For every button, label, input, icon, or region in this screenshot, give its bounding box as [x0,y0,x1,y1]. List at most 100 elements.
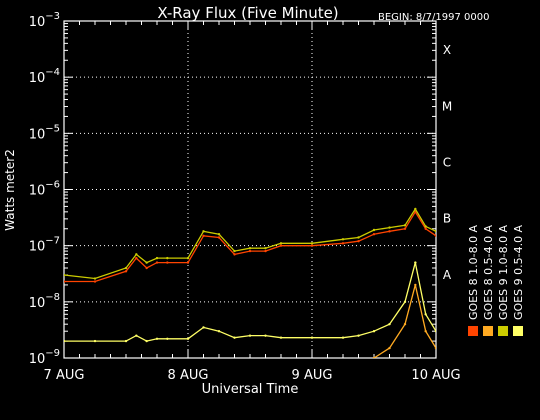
flare-class-label: X [443,43,451,57]
data-point [233,253,236,256]
data-point [93,339,97,343]
data-point [64,280,66,283]
y-tick-label: 10−7 [29,236,60,255]
data-point [64,339,66,343]
data-point [166,256,169,260]
data-point [310,336,314,339]
data-point [434,230,436,233]
data-point [310,244,314,247]
data-point [357,334,360,337]
y-tick-label: 10−9 [29,348,60,367]
data-point [372,356,376,358]
data-point [145,261,148,264]
data-point [135,253,138,256]
data-point [424,313,427,316]
legend-label: GOES 9 0.5-4.0 A [512,224,525,320]
legend-swatch [498,326,508,336]
series-line [64,207,436,280]
data-point [424,227,427,230]
flare-class-label: A [443,268,452,282]
data-point [135,334,138,337]
data-point [357,240,360,243]
y-tick-label: 10−8 [29,292,60,311]
data-point [372,228,376,232]
data-point [186,337,190,340]
data-point [414,261,417,264]
data-point [155,337,159,340]
data-point [388,226,391,229]
data-point [124,339,128,343]
chart-title: X-Ray Flux (Five Minute) [157,4,338,22]
data-point [248,247,252,250]
data-point [186,261,190,264]
data-point [279,244,283,247]
data-point [279,242,283,245]
begin-date-label: BEGIN: 8/7/1997 0000 [378,12,489,23]
data-point [264,247,267,250]
data-point [217,236,221,239]
data-point [388,322,391,326]
data-point [424,225,427,228]
data-point [264,334,267,337]
data-point [341,238,345,241]
data-point [264,249,267,253]
y-axis-label: Watts meter2 [3,149,17,231]
data-point [414,207,417,211]
data-point [372,233,376,236]
data-point [341,336,345,339]
data-point [217,330,221,333]
data-point [279,336,283,339]
data-point [403,224,407,227]
data-point [64,273,66,277]
data-point [434,330,436,333]
data-point [403,322,407,326]
data-point [202,326,205,329]
data-point [155,256,159,260]
data-point [124,270,128,273]
data-point [155,261,159,264]
flare-class-label: M [442,99,452,113]
data-point [217,233,221,236]
data-point [248,334,252,337]
y-tick-label: 10−4 [29,67,60,86]
data-point [166,261,169,264]
legend-label: GOES 8 0.5-4.0 A [482,224,495,320]
data-point [434,234,436,237]
flare-class-label: B [443,212,451,226]
data-point [93,280,97,283]
data-point [124,266,128,270]
legend-swatch [468,326,478,336]
data-point [166,337,169,340]
y-tick-label: 10−6 [29,180,60,199]
data-point [341,242,345,245]
data-point [93,277,97,280]
data-point [233,249,236,253]
legend-swatch [513,326,523,336]
legend-label: GOES 8 1.0-8.0 A [467,224,480,320]
data-point [424,330,427,333]
x-tick-label: 8 AUG [168,368,209,383]
legend-label: GOES 9 1.0-8.0 A [497,224,510,320]
legend-swatch [483,326,493,336]
flare-class-label: C [443,155,451,169]
data-point [414,283,417,287]
data-point [248,249,252,253]
data-point [372,330,376,333]
data-point [357,236,360,239]
data-point [434,346,436,350]
y-tick-label: 10−5 [29,123,60,142]
data-point [388,230,391,233]
data-point [145,339,148,343]
series-line [373,284,436,358]
data-point [403,227,407,230]
x-axis-label: Universal Time [202,382,299,397]
data-point [310,242,314,245]
data-point [186,256,190,260]
x-tick-label: 10 AUG [411,368,460,383]
data-point [202,230,205,233]
y-tick-label: 10−3 [29,11,60,30]
data-point [233,336,236,339]
x-tick-label: 7 AUG [44,368,85,383]
data-point [202,234,205,237]
